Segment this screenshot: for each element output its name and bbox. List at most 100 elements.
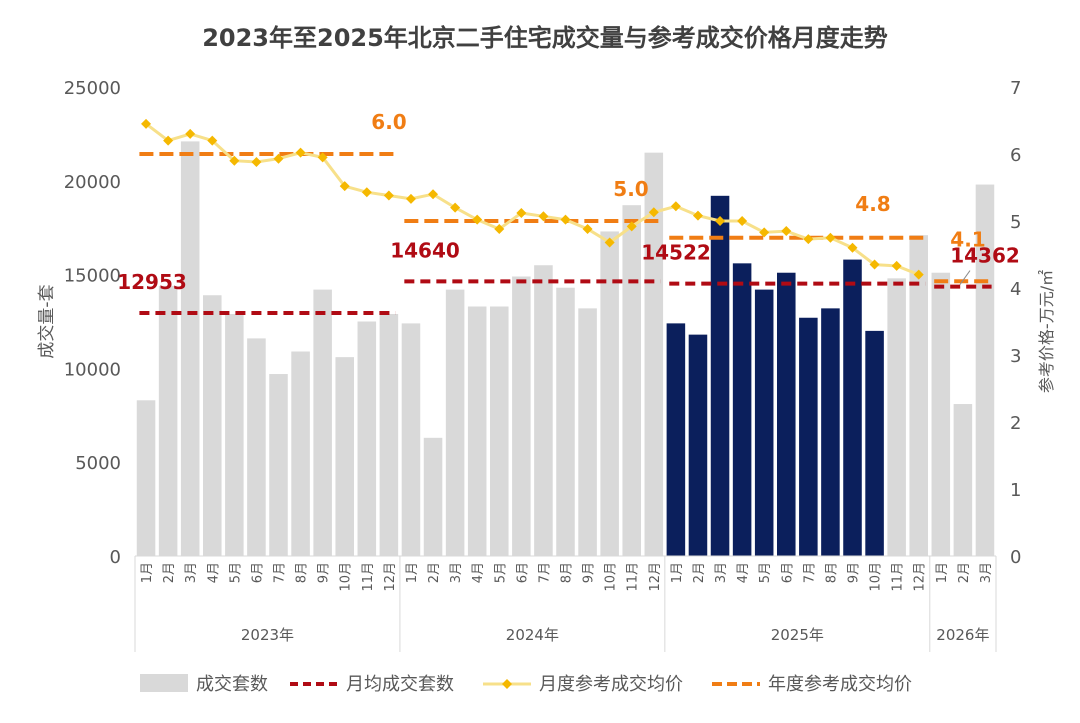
- month-tick-label: 7月: [802, 562, 817, 583]
- price-point: [383, 190, 394, 201]
- volume-bar: [732, 263, 752, 556]
- volume-bar: [158, 285, 178, 556]
- month-tick-label: 11月: [891, 562, 906, 592]
- volume-bar: [269, 374, 288, 556]
- month-tick-label: 9月: [582, 562, 597, 583]
- volume-bar: [247, 338, 266, 556]
- volume-bar: [136, 400, 156, 556]
- volume-bar: [379, 313, 399, 556]
- monthly-average-label: 12953: [117, 270, 187, 294]
- volume-bar: [202, 295, 222, 556]
- legend-label: 月均成交套数: [346, 674, 454, 695]
- volume-bar: [467, 306, 487, 556]
- price-point: [339, 181, 350, 192]
- month-tick-label: 9月: [317, 562, 332, 583]
- year-label: 2024年: [506, 626, 559, 644]
- volume-bar: [335, 357, 355, 556]
- price-point: [825, 232, 836, 243]
- volume-bar: [644, 152, 664, 556]
- left-axis: 0 5000 10000 15000 20000 25000 成交量-套: [37, 78, 121, 568]
- legend-label: 月度参考成交均价: [539, 674, 683, 695]
- left-tick-label: 10000: [64, 359, 121, 380]
- left-tick-label: 0: [110, 547, 121, 568]
- month-tick-label: 8月: [295, 562, 310, 583]
- month-tick-label: 6月: [250, 562, 265, 583]
- month-tick-label: 2月: [957, 562, 972, 583]
- legend-item: 成交套数: [140, 674, 268, 695]
- price-point: [472, 214, 483, 225]
- month-tick-label: 3月: [979, 562, 994, 583]
- legend: 成交套数 月均成交套数 月度参考成交均价 年度参考成交均价: [140, 674, 912, 695]
- month-tick-label: 3月: [449, 562, 464, 583]
- monthly-price-line: [145, 122, 920, 276]
- legend-marker: [502, 679, 512, 689]
- month-tick-label: 4月: [471, 562, 486, 583]
- volume-bar: [909, 235, 929, 557]
- volume-bar: [776, 272, 796, 556]
- volume-bar: [821, 308, 840, 556]
- left-tick-label: 15000: [64, 266, 121, 287]
- volume-bar: [291, 351, 310, 556]
- volume-bar: [710, 195, 730, 557]
- price-point: [582, 224, 593, 235]
- price-point: [207, 135, 218, 146]
- volume-bars: [136, 141, 995, 557]
- monthly-average-label: 14522: [641, 241, 711, 265]
- month-tick-label: 12月: [648, 562, 663, 592]
- volume-bar: [865, 330, 884, 556]
- price-point: [670, 201, 681, 212]
- price-point: [229, 155, 240, 166]
- volume-bar: [489, 306, 509, 556]
- month-tick-label: 9月: [847, 562, 862, 583]
- month-tick-label: 8月: [560, 562, 575, 583]
- month-tick-label: 6月: [515, 562, 530, 583]
- annual-price-label: 4.8: [855, 192, 890, 216]
- price-point: [317, 152, 328, 163]
- month-tick-label: 2月: [162, 562, 177, 583]
- price-point: [450, 202, 461, 213]
- price-point: [185, 128, 196, 139]
- year-label: 2025年: [771, 626, 824, 644]
- price-point: [538, 211, 549, 222]
- price-point: [428, 189, 439, 200]
- left-tick-label: 5000: [75, 453, 121, 474]
- price-point: [869, 259, 880, 270]
- volume-bar: [534, 265, 553, 556]
- month-tick-label: 12月: [913, 562, 928, 592]
- legend-item: 月度参考成交均价: [483, 674, 683, 695]
- volume-bar: [313, 289, 332, 556]
- price-point: [847, 242, 858, 253]
- legend-label: 成交套数: [196, 674, 268, 695]
- volume-bar: [953, 404, 973, 556]
- price-series: [141, 118, 924, 280]
- price-point: [361, 187, 372, 198]
- month-tick-label: 5月: [493, 562, 508, 583]
- price-point: [737, 216, 748, 226]
- price-point: [803, 234, 814, 245]
- legend-item: 年度参考成交均价: [712, 674, 912, 695]
- volume-bar: [975, 184, 995, 556]
- month-tick-label: 5月: [758, 562, 773, 583]
- legend-swatch: [140, 674, 188, 692]
- annual-price-label: 5.0: [613, 177, 648, 201]
- volume-bar: [843, 259, 862, 556]
- right-tick-label: 6: [1010, 145, 1021, 166]
- volume-bar: [622, 205, 642, 557]
- volume-bar: [931, 272, 951, 556]
- left-axis-title: 成交量-套: [37, 284, 57, 358]
- annual-price-label: 6.0: [371, 110, 406, 134]
- month-tick-label: 5月: [228, 562, 243, 583]
- price-point: [163, 135, 174, 146]
- month-tick-label: 11月: [626, 562, 641, 592]
- price-point: [648, 207, 659, 218]
- price-point: [251, 157, 262, 168]
- volume-bar: [512, 276, 531, 556]
- month-tick-label: 12月: [383, 562, 398, 592]
- month-tick-label: 10月: [869, 562, 884, 592]
- price-point: [891, 260, 902, 271]
- price-point: [494, 224, 505, 235]
- volume-bar: [799, 317, 818, 556]
- price-point: [405, 193, 416, 204]
- month-tick-label: 6月: [780, 562, 795, 583]
